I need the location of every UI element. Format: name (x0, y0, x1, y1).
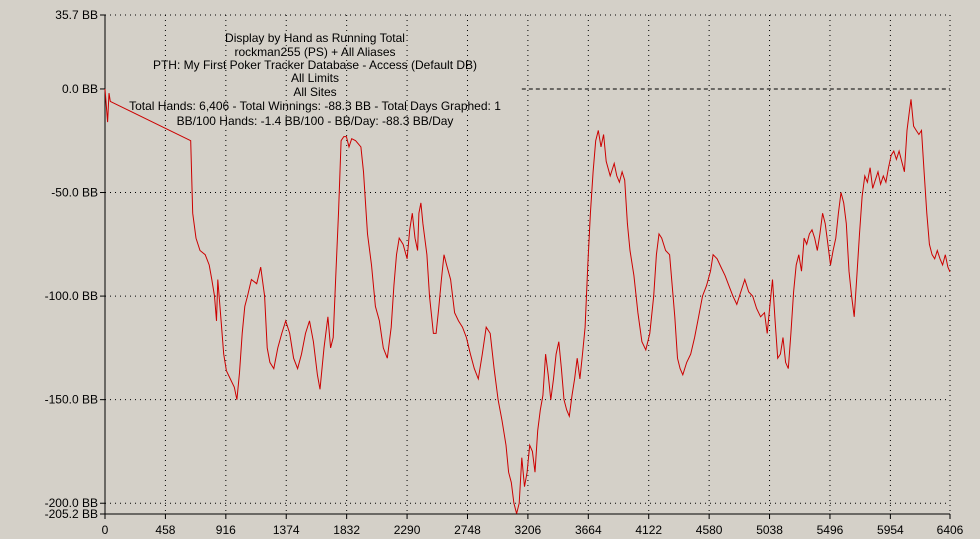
x-tick-label: 916 (216, 523, 236, 537)
y-tick-label: -150.0 BB (45, 393, 98, 407)
y-tick-label: -205.2 BB (45, 507, 98, 521)
title-line: Total Hands: 6,406 - Total Winnings: -88… (129, 99, 501, 113)
title-line: All Limits (291, 71, 339, 85)
x-tick-label: 3206 (515, 523, 542, 537)
title-line: All Sites (293, 85, 336, 99)
x-tick-label: 4580 (696, 523, 723, 537)
x-tick-label: 6406 (937, 523, 964, 537)
title-line: BB/100 Hands: -1.4 BB/100 - BB/Day: -88.… (177, 114, 454, 128)
tick-labels: 0 458 916 1374 1832 2290 2748 3206 3664 4122 4580 5… (45, 8, 964, 537)
x-tick-label: 2290 (394, 523, 421, 537)
series-lines (104, 88, 951, 514)
x-tick-label: 5038 (756, 523, 783, 537)
x-tick-label: 2748 (454, 523, 481, 537)
x-tick-label: 1374 (273, 523, 300, 537)
y-tick-label: -100.0 BB (45, 289, 98, 303)
x-tick-label: 3664 (575, 523, 602, 537)
y-tick-label: 0.0 BB (62, 82, 98, 96)
x-tick-label: 0 (102, 523, 109, 537)
running-total-line (104, 88, 951, 514)
x-tick-label: 4122 (635, 523, 662, 537)
x-tick-label: 458 (155, 523, 175, 537)
x-tick-label: 5496 (817, 523, 844, 537)
x-tick-label: 5954 (877, 523, 904, 537)
axes (100, 14, 951, 519)
title-line: PTH: My First Poker Tracker Database - A… (153, 58, 477, 72)
title-line: Display by Hand as Running Total (225, 31, 405, 45)
x-tick-label: 1832 (333, 523, 360, 537)
chart-title-block: Display by Hand as Running Total rockman… (129, 31, 501, 128)
y-tick-label: -200.0 BB (45, 496, 98, 510)
title-line: rockman255 (PS) + All Aliases (234, 45, 395, 59)
y-tick-label: 35.7 BB (55, 8, 98, 22)
y-tick-label: -50.0 BB (51, 186, 98, 200)
